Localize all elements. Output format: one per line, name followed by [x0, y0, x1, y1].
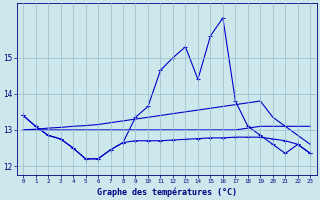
- X-axis label: Graphe des températures (°C): Graphe des températures (°C): [97, 187, 237, 197]
